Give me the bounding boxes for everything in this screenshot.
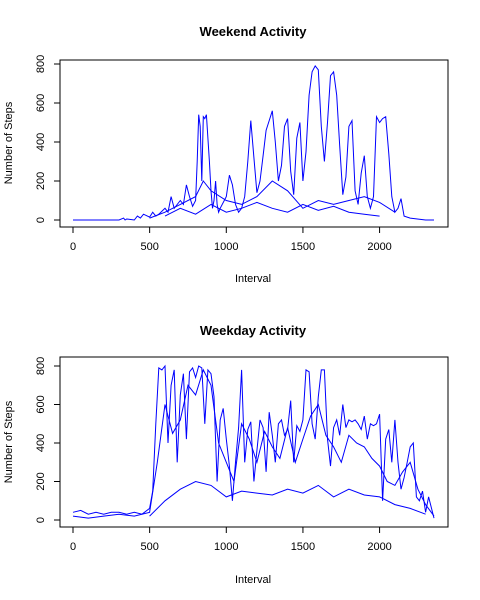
weekend-series-line-1 [149,180,396,219]
weekend-y-axis: 0 200 400 600 800 [35,55,61,223]
weekday-series-line-1 [72,368,435,519]
weekend-x-tick-label: 500 [140,241,158,253]
weekday-y-label: Number of Steps [3,400,15,483]
weekend-series-lines [73,64,434,221]
weekend-title: Weekend Activity [200,24,308,39]
weekend-y-tick-label: 0 [35,217,47,223]
weekday-y-tick-label: 600 [35,395,47,413]
weekend-series-line-2 [164,201,380,217]
weekday-panel: Weekday Activity 0 500 1000 1500 2000 0 200 40… [3,323,449,586]
weekday-y-tick-label: 400 [35,434,47,452]
weekend-x-tick-label: 1000 [214,241,238,253]
weekday-y-tick-label: 800 [35,357,47,375]
weekday-series-line-0 [72,364,435,519]
weekday-x-label: Interval [235,574,271,586]
weekend-y-tick-label: 600 [35,94,47,112]
weekend-x-tick-label: 0 [70,241,76,253]
weekday-series-lines [72,364,435,519]
weekday-series-line-2 [149,480,426,517]
weekend-y-label: Number of Steps [3,101,15,184]
weekend-plot-box [59,59,449,228]
weekend-x-tick-label: 1500 [291,241,315,253]
weekday-x-axis: 0 500 1000 1500 2000 [70,526,392,553]
weekend-x-tick-label: 2000 [367,241,391,253]
weekday-title: Weekday Activity [200,323,307,338]
weekday-x-tick-label: 2000 [367,541,391,553]
weekday-x-tick-label: 0 [70,541,76,553]
weekend-y-tick-label: 200 [35,172,47,190]
weekend-x-label: Interval [235,273,271,285]
weekend-panel: Weekend Activity 0 500 1000 1500 2000 0 200 40… [3,24,449,285]
weekday-x-tick-label: 1000 [214,541,238,553]
weekday-y-tick-label: 0 [35,517,47,523]
weekend-y-tick-label: 800 [35,55,47,73]
weekday-x-tick-label: 500 [140,541,158,553]
weekend-x-axis: 0 500 1000 1500 2000 [70,226,392,253]
weekday-y-tick-label: 200 [35,472,47,490]
weekday-x-tick-label: 1500 [291,541,315,553]
weekend-y-tick-label: 400 [35,133,47,151]
weekday-y-axis: 0 200 400 600 800 [35,357,61,523]
weekend-series-line-0 [73,64,434,221]
